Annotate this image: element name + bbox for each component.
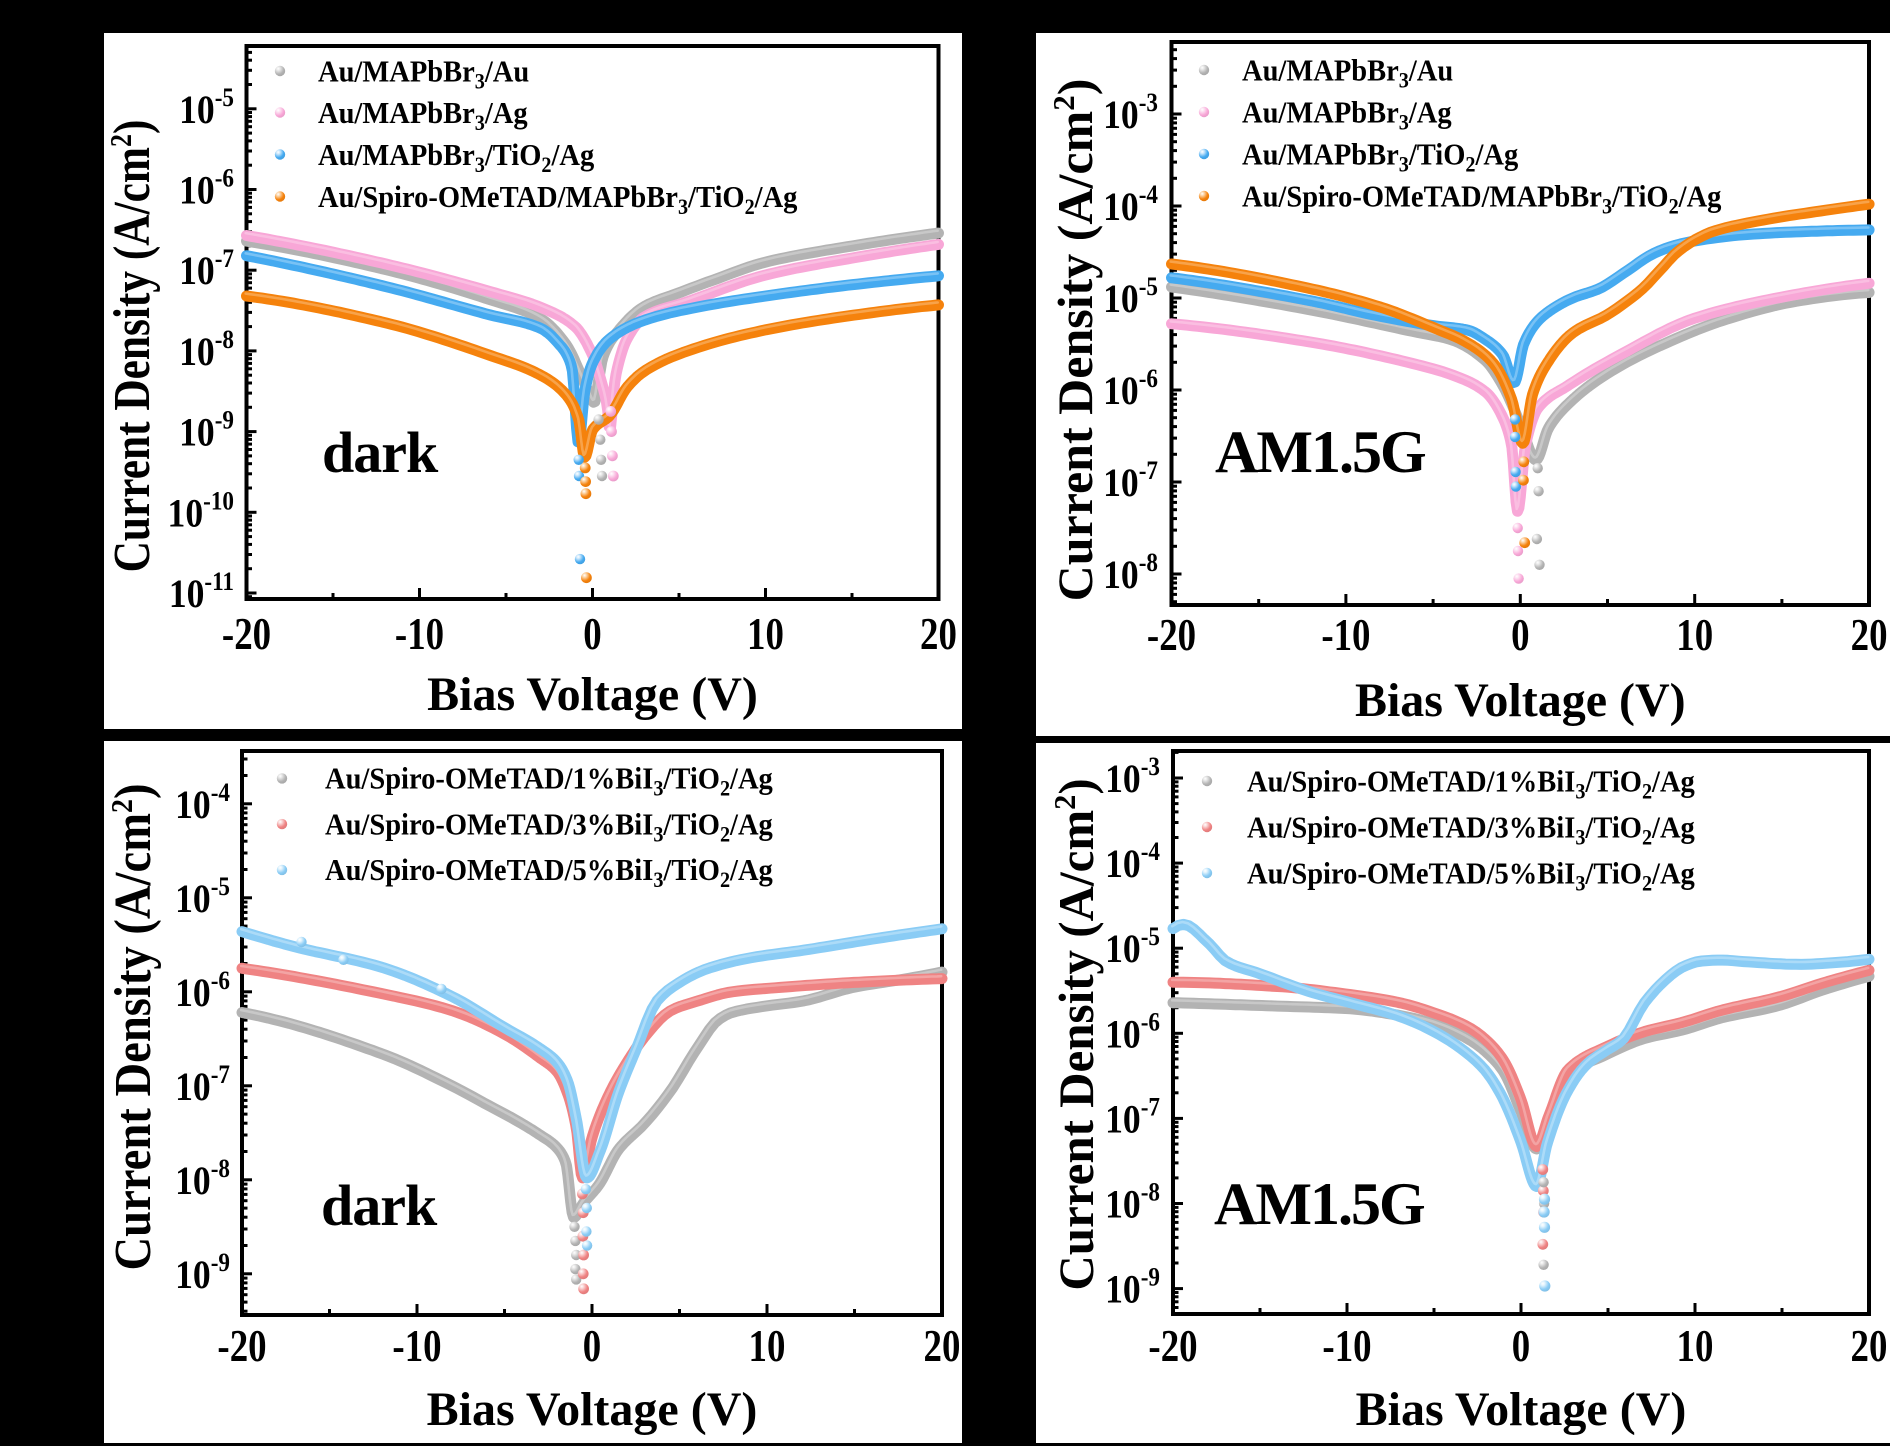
svg-text:10: 10	[1676, 610, 1713, 660]
svg-text:Au/MAPbBr3/TiO2/Ag: Au/MAPbBr3/TiO2/Ag	[1242, 137, 1518, 176]
svg-text:Bias Voltage (V): Bias Voltage (V)	[1356, 1383, 1687, 1436]
svg-text:10-8: 10-8	[1105, 1178, 1160, 1227]
svg-text:10-8: 10-8	[179, 326, 234, 375]
svg-text:Au/Spiro-OMeTAD/MAPbBr3/TiO2/A: Au/Spiro-OMeTAD/MAPbBr3/TiO2/Ag	[1242, 179, 1722, 218]
svg-text:20: 20	[920, 609, 957, 659]
svg-text:Current Density (A/cm2): Current Density (A/cm2)	[1046, 79, 1103, 602]
svg-text:-10: -10	[1321, 610, 1370, 660]
svg-text:Current Density (A/cm2): Current Density (A/cm2)	[1048, 778, 1104, 1290]
svg-text:AM1.5G: AM1.5G	[1214, 1171, 1425, 1237]
svg-text:10-4: 10-4	[1105, 838, 1160, 887]
svg-text:Au/Spiro-OMeTAD/5%BiI3/TiO2/Ag: Au/Spiro-OMeTAD/5%BiI3/TiO2/Ag	[1247, 856, 1695, 895]
svg-text:-20: -20	[1147, 610, 1196, 660]
svg-text:10-7: 10-7	[1103, 457, 1158, 506]
svg-text:10-10: 10-10	[168, 487, 234, 536]
svg-text:0: 0	[1511, 610, 1529, 660]
svg-text:10-6: 10-6	[179, 164, 234, 213]
svg-text:0: 0	[583, 1321, 601, 1371]
svg-text:10-5: 10-5	[1105, 923, 1160, 972]
svg-text:Bias Voltage (V): Bias Voltage (V)	[427, 668, 758, 721]
svg-text:10-4: 10-4	[1103, 181, 1158, 230]
svg-text:10-7: 10-7	[1105, 1093, 1160, 1142]
svg-text:Current Density (A/cm2): Current Density (A/cm2)	[104, 120, 161, 573]
svg-text:Bias Voltage (V): Bias Voltage (V)	[1355, 674, 1686, 727]
svg-text:Au/MAPbBr3/Ag: Au/MAPbBr3/Ag	[1242, 95, 1452, 134]
svg-text:dark: dark	[322, 420, 439, 485]
svg-text:-20: -20	[222, 609, 271, 659]
svg-text:Current Density (A/cm2): Current Density (A/cm2)	[104, 784, 162, 1271]
svg-text:Au/Spiro-OMeTAD/5%BiI3/TiO2/Ag: Au/Spiro-OMeTAD/5%BiI3/TiO2/Ag	[325, 853, 773, 892]
svg-text:Au/Spiro-OMeTAD/1%BiI3/TiO2/Ag: Au/Spiro-OMeTAD/1%BiI3/TiO2/Ag	[1247, 764, 1695, 803]
svg-text:10-6: 10-6	[1105, 1008, 1160, 1057]
svg-text:Bias Voltage (V): Bias Voltage (V)	[427, 1383, 758, 1436]
svg-text:Au/Spiro-OMeTAD/MAPbBr3/TiO2/A: Au/Spiro-OMeTAD/MAPbBr3/TiO2/Ag	[318, 180, 798, 219]
svg-text:Au/MAPbBr3/Ag: Au/MAPbBr3/Ag	[318, 96, 528, 135]
svg-text:10: 10	[749, 1321, 786, 1371]
svg-text:10-5: 10-5	[175, 873, 230, 922]
svg-text:20: 20	[924, 1321, 961, 1371]
svg-text:0: 0	[583, 609, 601, 659]
svg-text:Au/Spiro-OMeTAD/3%BiI3/TiO2/Ag: Au/Spiro-OMeTAD/3%BiI3/TiO2/Ag	[325, 807, 773, 846]
svg-text:10-7: 10-7	[179, 245, 234, 294]
svg-text:10-7: 10-7	[175, 1061, 230, 1110]
svg-text:dark: dark	[321, 1173, 438, 1238]
svg-text:-10: -10	[395, 609, 444, 659]
svg-text:10-9: 10-9	[179, 406, 234, 455]
svg-text:Au/Spiro-OMeTAD/1%BiI3/TiO2/Ag: Au/Spiro-OMeTAD/1%BiI3/TiO2/Ag	[325, 762, 773, 801]
svg-text:-20: -20	[1148, 1321, 1197, 1371]
svg-text:10-9: 10-9	[175, 1249, 230, 1298]
svg-text:10-8: 10-8	[175, 1155, 230, 1204]
svg-text:-20: -20	[217, 1321, 266, 1371]
svg-text:0: 0	[1512, 1321, 1530, 1371]
svg-text:10: 10	[1677, 1321, 1714, 1371]
svg-text:AM1.5G: AM1.5G	[1215, 419, 1426, 485]
svg-text:10: 10	[747, 609, 784, 659]
svg-text:10-5: 10-5	[179, 84, 234, 133]
svg-text:10-11: 10-11	[169, 568, 234, 617]
svg-text:10-3: 10-3	[1103, 89, 1158, 138]
svg-text:10-9: 10-9	[1105, 1263, 1160, 1312]
svg-text:10-6: 10-6	[1103, 365, 1158, 414]
svg-text:10-4: 10-4	[175, 779, 230, 828]
svg-text:-10: -10	[392, 1321, 441, 1371]
svg-text:Au/MAPbBr3/Au: Au/MAPbBr3/Au	[318, 54, 529, 93]
svg-text:20: 20	[1851, 610, 1888, 660]
svg-text:Au/Spiro-OMeTAD/3%BiI3/TiO2/Ag: Au/Spiro-OMeTAD/3%BiI3/TiO2/Ag	[1247, 810, 1695, 849]
svg-text:Au/MAPbBr3/Au: Au/MAPbBr3/Au	[1242, 53, 1453, 92]
svg-text:Au/MAPbBr3/TiO2/Ag: Au/MAPbBr3/TiO2/Ag	[318, 138, 594, 177]
svg-text:10-5: 10-5	[1103, 273, 1158, 322]
svg-text:10-3: 10-3	[1105, 753, 1160, 802]
svg-text:10-6: 10-6	[175, 967, 230, 1016]
svg-text:-10: -10	[1322, 1321, 1371, 1371]
svg-text:20: 20	[1851, 1321, 1888, 1371]
svg-text:10-8: 10-8	[1103, 549, 1158, 598]
